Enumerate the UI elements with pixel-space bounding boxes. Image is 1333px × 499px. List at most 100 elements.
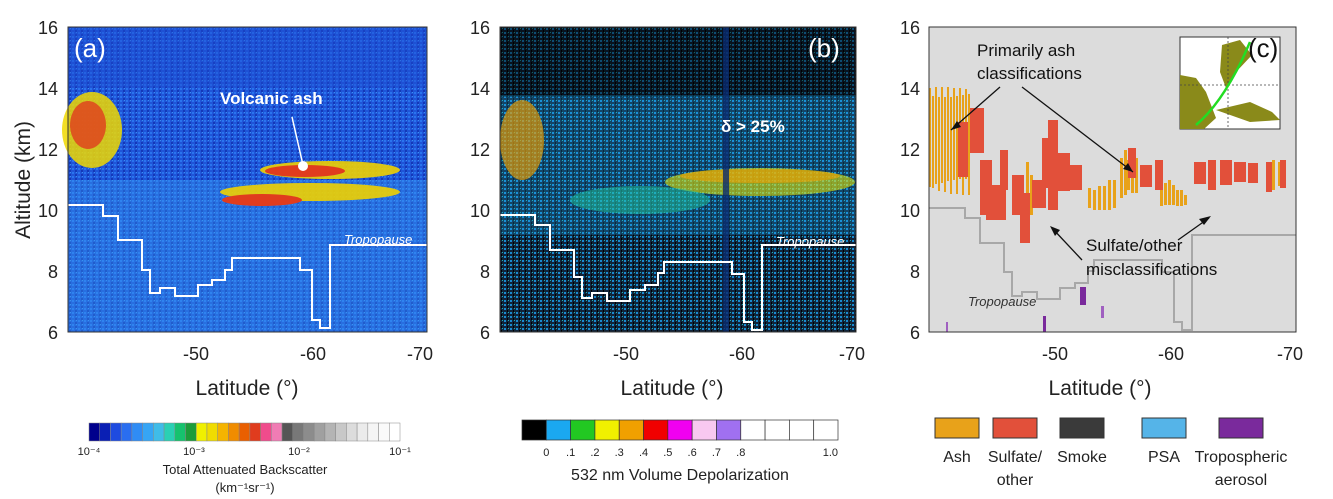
panel-a-upper-signal: [68, 27, 427, 87]
panel-c-inset-map: [1179, 36, 1281, 130]
panel-a-colorbar-cell: [217, 422, 229, 442]
panel-b-colorbar-cell: [667, 419, 693, 441]
ash-bar: [929, 88, 931, 187]
ash-bar: [956, 96, 958, 194]
panel-a-colorbar-cell: [281, 422, 294, 442]
panel-b-ytick-8: 8: [480, 262, 490, 282]
panel-a-cb-tick-3: 10⁻²: [288, 446, 310, 458]
panel-c-legend: Ash Sulfate/other Smoke PSA Tropospheric aero…: [934, 417, 1287, 489]
legend-label-1: Sulfate/: [988, 449, 1043, 466]
panel-b-cb-tick: 1.0: [823, 447, 838, 459]
ash-bar: [1278, 162, 1281, 186]
legend-label-2: Smoke: [1057, 449, 1107, 466]
panel-a-colorbar-cell: [206, 422, 218, 442]
panel-b-ash-layer-core: [680, 169, 840, 183]
panel-a-colorbar-cell: [99, 422, 111, 442]
legend-swatch-2: [1059, 417, 1105, 439]
panel-c-xtick-60: -60: [1158, 344, 1184, 364]
arrowhead-ash-left: [951, 121, 961, 130]
panel-a-colorbar-cell: [110, 422, 122, 442]
panel-b-colorbar-cell: [764, 419, 790, 441]
sulfate-bar: [1042, 138, 1050, 188]
panel-b-cb-tick: .1: [566, 447, 575, 459]
ash-bar: [1120, 158, 1123, 198]
ash-bar: [944, 97, 946, 192]
panel-c-ytick-12: 12: [900, 140, 920, 160]
panel-b-cb-tick: .8: [736, 447, 745, 459]
inset-map-island: [1216, 102, 1280, 122]
panel-c-y-ticks: 16 14 12 10 8 6: [900, 18, 920, 343]
legend-label-line2-4: aerosol: [1215, 472, 1267, 489]
panel-a-colorbar-cell: [335, 422, 347, 442]
sulfate-bar: [1058, 153, 1070, 191]
panel-a-frame: [67, 26, 428, 333]
ash-bar: [1184, 195, 1187, 205]
panel-b-left-aerosol: [500, 100, 544, 180]
ash-bar: [1272, 160, 1275, 190]
panel-c-label: (c): [1248, 33, 1278, 63]
arrowhead-sulf-right: [1199, 216, 1211, 225]
sulfate-bar: [1155, 160, 1163, 190]
panel-b-cb-label: 532 nm Volume Depolarization: [571, 467, 789, 484]
legend-swatch-3: [1141, 417, 1187, 439]
panel-b-tropopause-line: [500, 214, 856, 331]
panel-a-colorbar-cell: [153, 422, 165, 442]
panel-a-colorbar-cell: [131, 422, 143, 442]
panel-a-ytick-16: 16: [38, 18, 58, 38]
ash-bar: [953, 88, 955, 180]
arrow-ash-left: [950, 86, 1001, 131]
ash-bar: [947, 87, 949, 181]
panel-a-colorbar-cell: [174, 422, 186, 442]
panel-b-lower-layer: [570, 186, 710, 214]
panel-a-colorbar-cell: [313, 422, 326, 442]
sulfate-bar: [1234, 162, 1246, 182]
panel-a-colorbar-cell: [163, 422, 176, 442]
panel-b-x-axis-title: Latitude (°): [621, 377, 724, 400]
panel-b-colorbar-cell: [740, 419, 766, 441]
panel-c-annotation-arrows: [950, 86, 1210, 261]
panel-a-ash-upper-core: [265, 165, 345, 177]
panel-a-colorbar-cell: [195, 422, 208, 442]
sulfate-bar: [970, 108, 984, 153]
panel-b-colorbar-cell: [545, 419, 571, 441]
panel-c-ash-anno-line2: classifications: [977, 64, 1082, 83]
panel-b-colorbar-ticks: 0 .1 .2 .3 .4 .5 .6 .7 .8 1.0: [543, 447, 838, 459]
ash-bar: [1164, 183, 1167, 205]
panel-a-colorbar-cell: [228, 422, 240, 442]
panel-b-ytick-10: 10: [470, 201, 490, 221]
panel-b-colorbar-cell: [521, 419, 547, 441]
panel-a: Volcanic ash Tropopause (a) 16 14 12 10 …: [12, 18, 433, 495]
panel-b-label: (b): [808, 33, 840, 63]
sulfate-bar: [986, 185, 1006, 220]
panel-a-cb-label-line1: Total Attenuated Backscatter: [163, 462, 328, 477]
panel-a-colorbar-cell: [324, 422, 336, 442]
ash-bar: [941, 87, 943, 183]
panel-a-tropopause-line: [68, 204, 427, 329]
panel-b-colorbar-cell: [594, 419, 620, 441]
panel-a-ytick-8: 8: [48, 262, 58, 282]
panel-c-tropopause-label: Tropopause: [968, 294, 1036, 309]
panel-a-colorbar: [88, 422, 401, 442]
panel-a-label: (a): [74, 33, 106, 63]
panel-a-colorbar-cell: [303, 422, 315, 442]
panel-b: δ > 25% Tropopause (b) 16 14 12 10 8 6 -…: [470, 18, 865, 484]
panel-c-tropo-aerosol-3: [1101, 306, 1104, 318]
panel-b-colorbar-cell: [643, 419, 669, 441]
sulfate-bar: [958, 122, 968, 177]
panel-a-cb-tick-4: 10⁻¹: [389, 446, 411, 458]
panel-c-xtick-70: -70: [1277, 344, 1303, 364]
panel-b-cb-tick: 0: [543, 447, 549, 459]
panel-b-colorbar-cell: [813, 419, 839, 441]
panel-a-y-ticks: 16 14 12 10 8 6: [38, 18, 58, 343]
panel-a-colorbar-cell: [346, 422, 358, 442]
ash-bar: [1103, 186, 1106, 210]
legend-label-line2-1: other: [997, 472, 1034, 489]
panel-a-x-axis-title: Latitude (°): [196, 377, 299, 400]
panel-b-colorbar: [521, 419, 839, 441]
sulfate-bar: [1266, 162, 1272, 192]
ash-bar: [935, 87, 937, 184]
panel-a-colorbar-cell: [142, 422, 154, 442]
inset-map-track: [1195, 41, 1252, 126]
ash-bar: [1113, 180, 1116, 208]
